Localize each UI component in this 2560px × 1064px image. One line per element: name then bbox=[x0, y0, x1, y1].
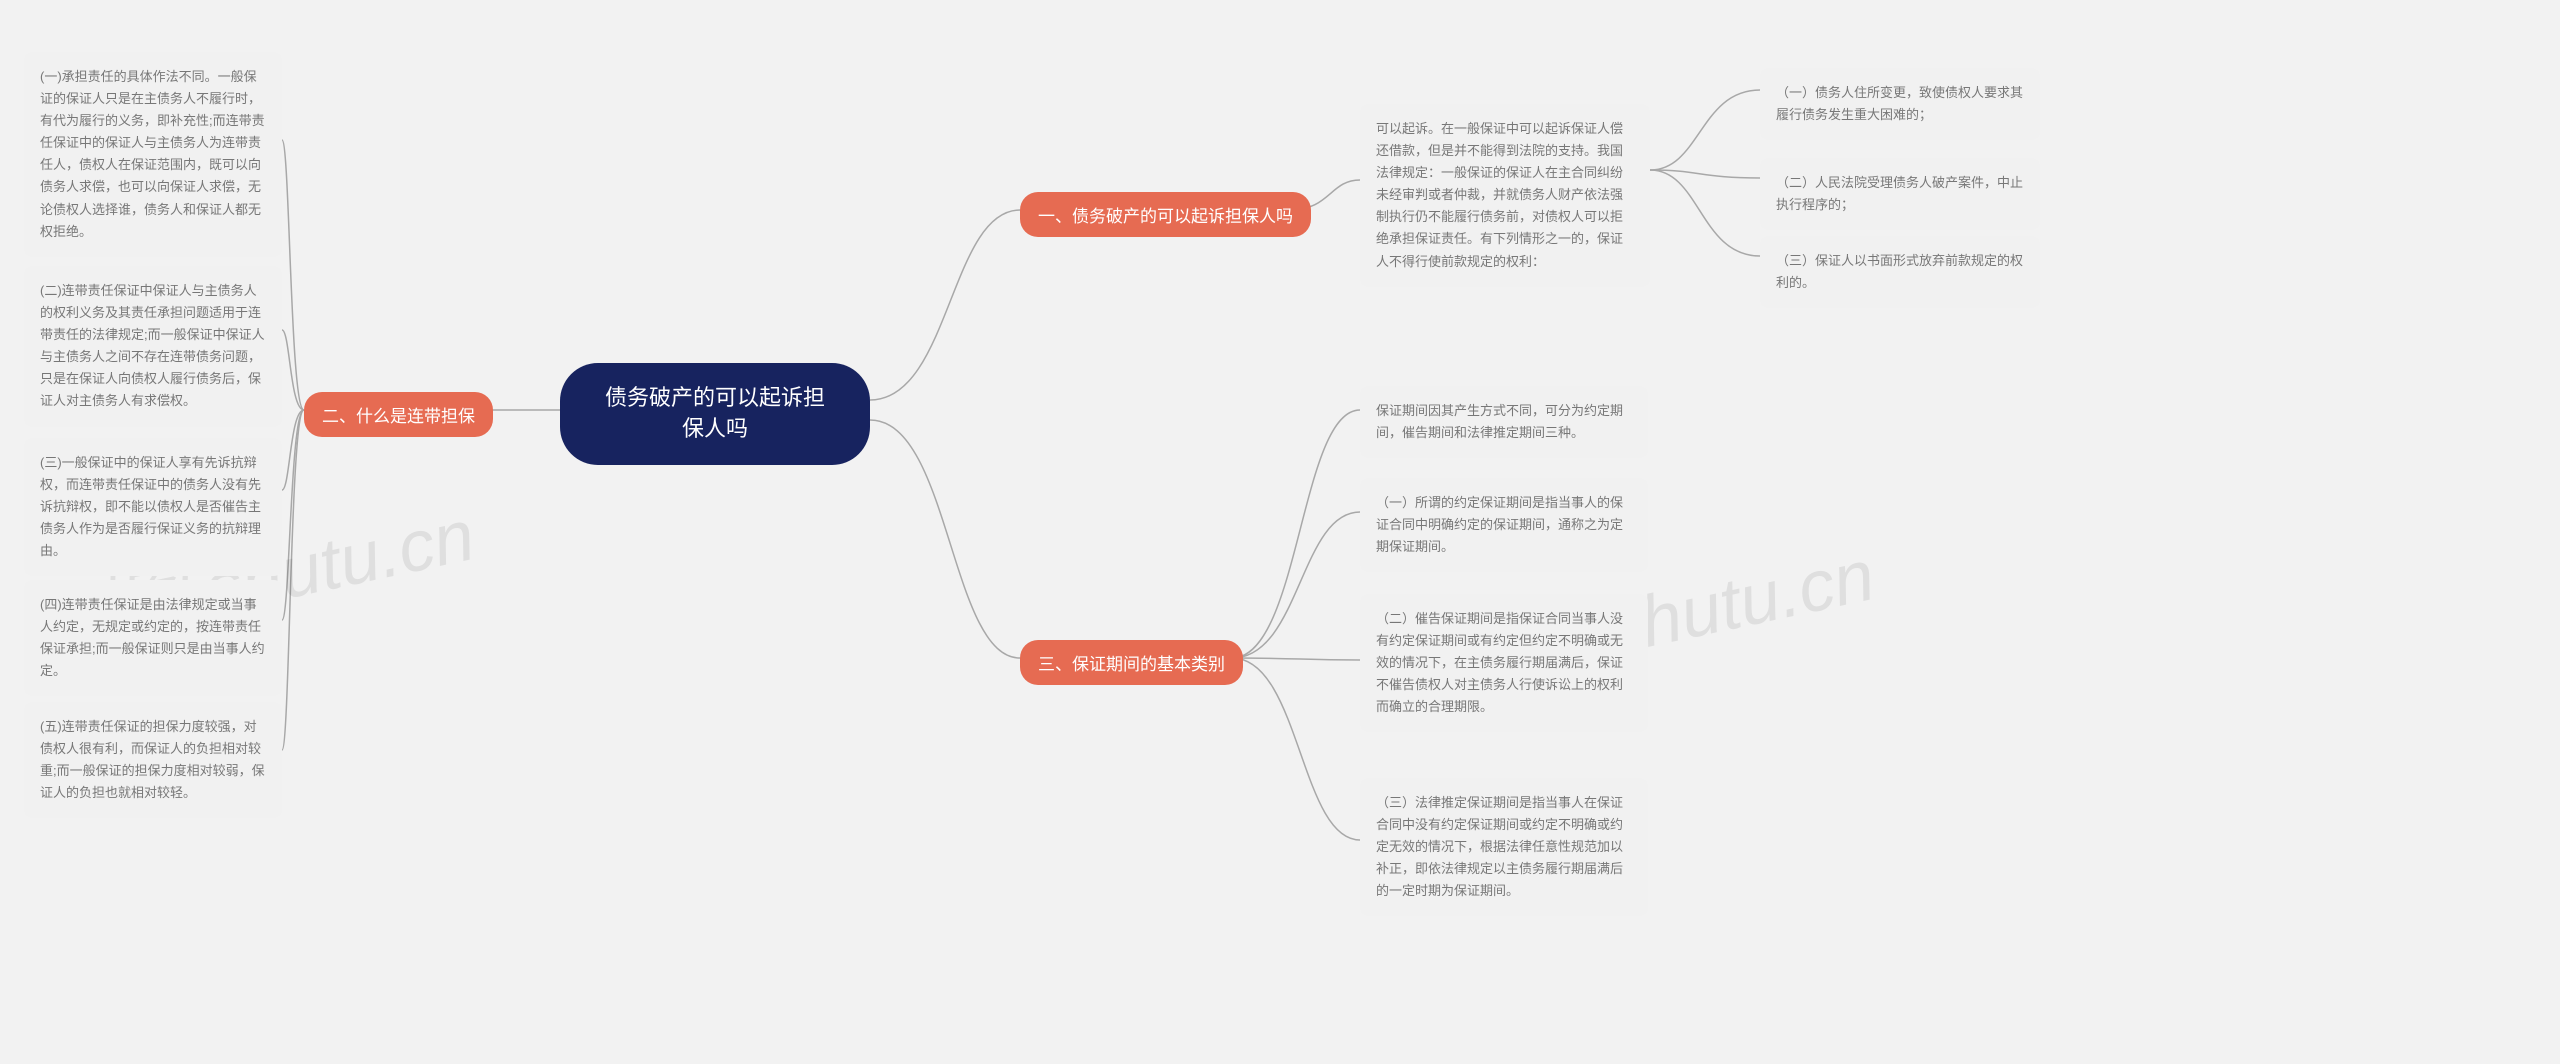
branch-node-1[interactable]: 一、债务破产的可以起诉担保人吗 bbox=[1020, 192, 1311, 237]
leaf-node[interactable]: 可以起诉。在一般保证中可以起诉保证人偿还借款，但是并不能得到法院的支持。我国法律… bbox=[1360, 104, 1650, 287]
leaf-node[interactable]: （二）人民法院受理债务人破产案件，中止执行程序的； bbox=[1760, 158, 2040, 230]
leaf-node[interactable]: （三）保证人以书面形式放弃前款规定的权利的。 bbox=[1760, 236, 2040, 308]
leaf-node[interactable]: （一）债务人住所变更，致使债权人要求其履行债务发生重大困难的； bbox=[1760, 68, 2040, 140]
branch-node-2[interactable]: 二、什么是连带担保 bbox=[304, 392, 493, 437]
leaf-node[interactable]: 保证期间因其产生方式不同，可分为约定期间，催告期间和法律推定期间三种。 bbox=[1360, 386, 1648, 458]
central-topic[interactable]: 债务破产的可以起诉担保人吗 bbox=[560, 363, 870, 465]
leaf-node[interactable]: (五)连带责任保证的担保力度较强，对债权人很有利，而保证人的负担相对较重;而一般… bbox=[24, 702, 282, 818]
leaf-node[interactable]: (三)一般保证中的保证人享有先诉抗辩权，而连带责任保证中的债务人没有先诉抗辩权，… bbox=[24, 438, 282, 576]
leaf-node[interactable]: （一）所谓的约定保证期间是指当事人的保证合同中明确约定的保证期间，通称之为定期保… bbox=[1360, 478, 1648, 572]
branch-node-3[interactable]: 三、保证期间的基本类别 bbox=[1020, 640, 1243, 685]
leaf-node[interactable]: (二)连带责任保证中保证人与主债务人的权利义务及其责任承担问题适用于连带责任的法… bbox=[24, 266, 282, 427]
leaf-node[interactable]: (一)承担责任的具体作法不同。一般保证的保证人只是在主债务人不履行时，有代为履行… bbox=[24, 52, 282, 257]
leaf-node[interactable]: （二）催告保证期间是指保证合同当事人没有约定保证期间或有约定但约定不明确或无效的… bbox=[1360, 594, 1648, 732]
leaf-node[interactable]: （三）法律推定保证期间是指当事人在保证合同中没有约定保证期间或约定不明确或约定无… bbox=[1360, 778, 1648, 916]
leaf-node[interactable]: (四)连带责任保证是由法律规定或当事人约定，无规定或约定的，按连带责任保证承担;… bbox=[24, 580, 282, 696]
mindmap-connectors bbox=[0, 0, 2560, 1064]
